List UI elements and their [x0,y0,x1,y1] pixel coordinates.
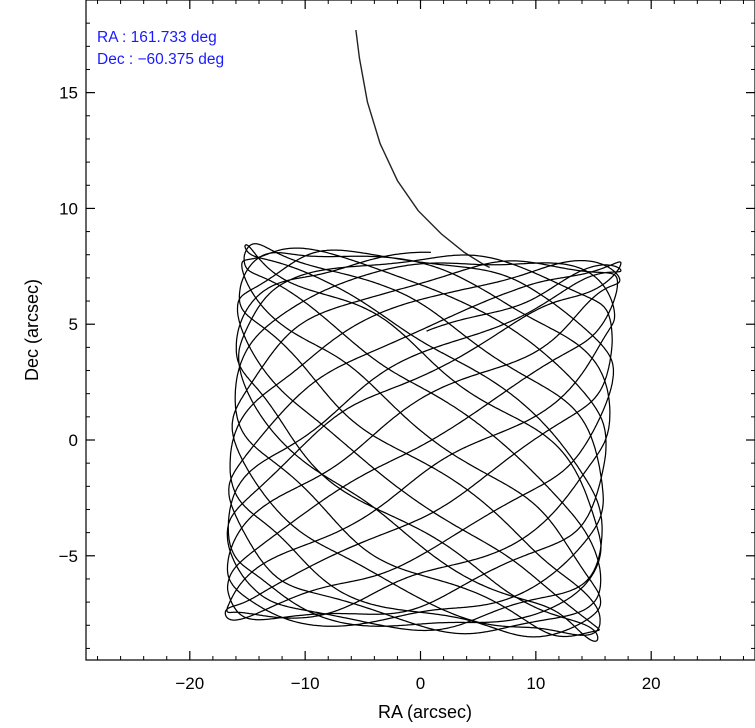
raster-pattern-line [224,243,622,642]
x-tick-label: −20 [175,674,204,693]
y-tick-label: 5 [69,315,78,334]
x-tick-labels: −20 −10 0 10 20 [175,674,660,693]
x-tick-label: −10 [291,674,320,693]
major-ticks [86,0,755,660]
y-tick-labels: −5 0 5 10 15 [59,84,78,566]
y-tick-label: 0 [69,431,78,450]
x-tick-label: 10 [526,674,545,693]
y-tick-label: 10 [59,199,78,218]
y-axis-label: Dec (arcsec) [22,279,42,381]
minor-ticks [86,0,755,660]
ra-annotation: RA : 161.733 deg [97,29,217,46]
x-tick-label: 20 [642,674,661,693]
y-tick-label: −5 [59,547,78,566]
x-tick-label: 0 [416,674,425,693]
slew-track-line [355,30,491,269]
x-axis-label: RA (arcsec) [378,702,472,722]
y-tick-label: 15 [59,84,78,103]
dec-annotation: Dec : −60.375 deg [97,51,224,68]
